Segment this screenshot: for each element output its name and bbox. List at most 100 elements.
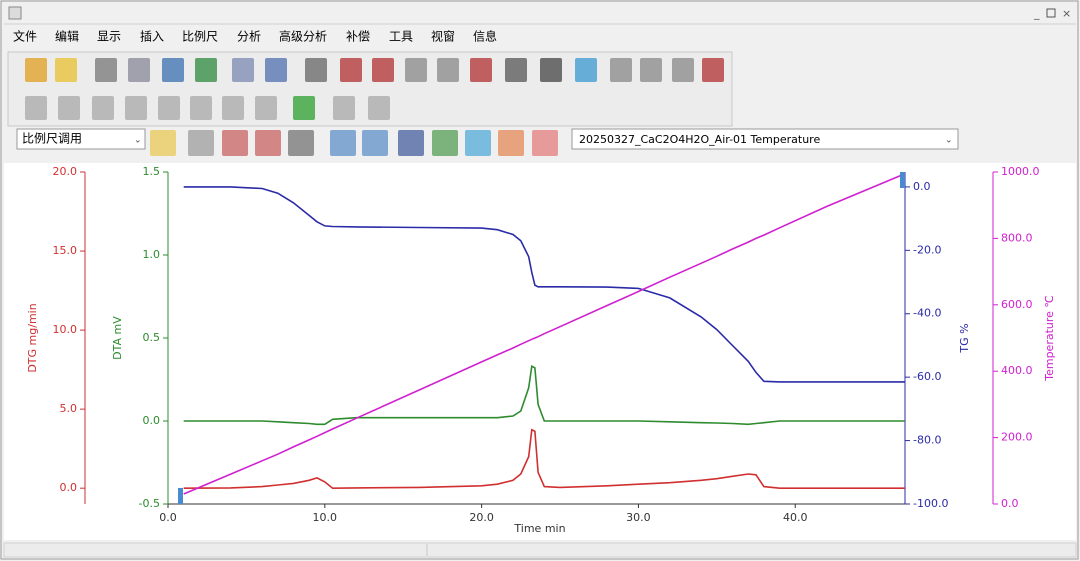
tool-button[interactable] (195, 58, 217, 82)
toolbar-icons (25, 58, 724, 156)
tool-button[interactable] (470, 58, 492, 82)
y-tick-label: -80.0 (913, 434, 941, 447)
tool-button[interactable] (265, 58, 287, 82)
data-line (183, 186, 905, 383)
close[interactable]: × (1062, 7, 1071, 20)
app-icon (8, 6, 22, 20)
y-tick-label: -0.5 (139, 497, 160, 510)
tool-button[interactable] (330, 130, 356, 156)
tool-button[interactable] (188, 130, 214, 156)
x-tick-label: 0.0 (159, 511, 177, 524)
y-tick-label: 15.0 (53, 244, 78, 257)
tool-button[interactable] (125, 96, 147, 120)
tool-button[interactable] (255, 96, 277, 120)
x-axis-label: Time min (513, 522, 565, 535)
menu-item[interactable]: 补偿 (346, 29, 370, 44)
y-tick-label: -100.0 (913, 497, 948, 510)
tool-button[interactable] (465, 130, 491, 156)
y-tick-label: -60.0 (913, 370, 941, 383)
y-tick-label: 10.0 (53, 323, 78, 336)
menu-item[interactable]: 工具 (389, 30, 413, 44)
y-axis-label: TG % (958, 323, 971, 353)
tool-button[interactable] (505, 58, 527, 82)
tool-button[interactable] (340, 58, 362, 82)
tool-button[interactable] (498, 130, 524, 156)
menu-item[interactable]: 比例尺 (182, 30, 218, 44)
cursor-marker[interactable] (178, 488, 183, 504)
tool-button[interactable] (362, 130, 388, 156)
minimize[interactable]: _ (1033, 7, 1040, 20)
tool-button[interactable] (25, 96, 47, 120)
tool-button[interactable] (150, 130, 176, 156)
tool-button[interactable] (532, 130, 558, 156)
scale-combo[interactable] (16, 128, 146, 150)
menu-item[interactable]: 插入 (140, 30, 164, 44)
y-tick-label: -40.0 (913, 307, 941, 320)
menu-item[interactable]: 信息 (473, 29, 497, 44)
tool-button[interactable] (293, 96, 315, 120)
y-tick-label: 0.0 (143, 414, 161, 427)
y-tick-label: 1000.0 (1001, 165, 1040, 178)
tool-button[interactable] (255, 130, 281, 156)
tool-button[interactable] (333, 96, 355, 120)
menu-item[interactable]: 显示 (97, 30, 121, 44)
tool-button[interactable] (232, 58, 254, 82)
tool-button[interactable] (575, 58, 597, 82)
tool-button[interactable] (610, 58, 632, 82)
tool-button[interactable] (432, 130, 458, 156)
y-tick-label: -20.0 (913, 243, 941, 256)
tool-button[interactable] (305, 58, 327, 82)
tool-button[interactable] (25, 58, 47, 82)
tool-button[interactable] (288, 130, 314, 156)
tool-button[interactable] (702, 58, 724, 82)
menu-item[interactable]: 视窗 (431, 29, 455, 44)
menu-item[interactable]: 编辑 (55, 29, 79, 44)
tool-button[interactable] (672, 58, 694, 82)
dataset-combo-text: 20250327_CaC2O4H2O_Air-01 Temperature (579, 133, 820, 146)
tool-button[interactable] (162, 58, 184, 82)
y-tick-label: 1.5 (143, 165, 161, 178)
y-tick-label: 20.0 (53, 165, 78, 178)
tool-button[interactable] (398, 130, 424, 156)
tool-button[interactable] (222, 130, 248, 156)
data-line (183, 364, 905, 426)
tool-button[interactable] (540, 58, 562, 82)
x-tick-label: 40.0 (783, 511, 808, 524)
menu-item[interactable]: 文件 (13, 29, 37, 44)
menu-bar: 文件 编辑 显示 插入 比例尺 分析 高级分析 补偿 工具 视窗 信息 (13, 29, 497, 44)
y-axis-label: DTA mV (111, 316, 124, 360)
tool-button[interactable] (55, 58, 77, 82)
tool-button[interactable] (640, 58, 662, 82)
tool-button[interactable] (368, 96, 390, 120)
tool-button[interactable] (58, 96, 80, 120)
data-line (183, 428, 905, 490)
tool-button[interactable] (190, 96, 212, 120)
dataset-combo[interactable] (571, 128, 959, 150)
tool-button[interactable] (222, 96, 244, 120)
tool-button[interactable] (158, 96, 180, 120)
y-tick-label: 0.5 (143, 331, 161, 344)
y-tick-label: 1.0 (143, 248, 161, 261)
menu-item[interactable]: 高级分析 (279, 29, 327, 44)
cursor-marker[interactable] (900, 172, 905, 188)
tool-button[interactable] (92, 96, 114, 120)
y-tick-label: 0.0 (913, 180, 931, 193)
tool-button[interactable] (405, 58, 427, 82)
y-tick-label: 200.0 (1001, 431, 1033, 444)
menu-item[interactable]: 分析 (237, 30, 261, 44)
x-tick-label: 10.0 (313, 511, 338, 524)
tool-button[interactable] (372, 58, 394, 82)
restore[interactable] (1046, 8, 1056, 18)
y-tick-label: 0.0 (60, 481, 78, 494)
combo-arrow: ⌄ (134, 136, 142, 146)
data-line (183, 172, 906, 495)
tool-button[interactable] (437, 58, 459, 82)
tool-button[interactable] (128, 58, 150, 82)
tool-button[interactable] (95, 58, 117, 82)
y-tick-label: 800.0 (1001, 231, 1033, 244)
y-axis-label: DTG mg/min (26, 303, 39, 372)
scale-combo-text: 比例尺调用 (22, 132, 82, 146)
x-tick-label: 30.0 (626, 511, 651, 524)
